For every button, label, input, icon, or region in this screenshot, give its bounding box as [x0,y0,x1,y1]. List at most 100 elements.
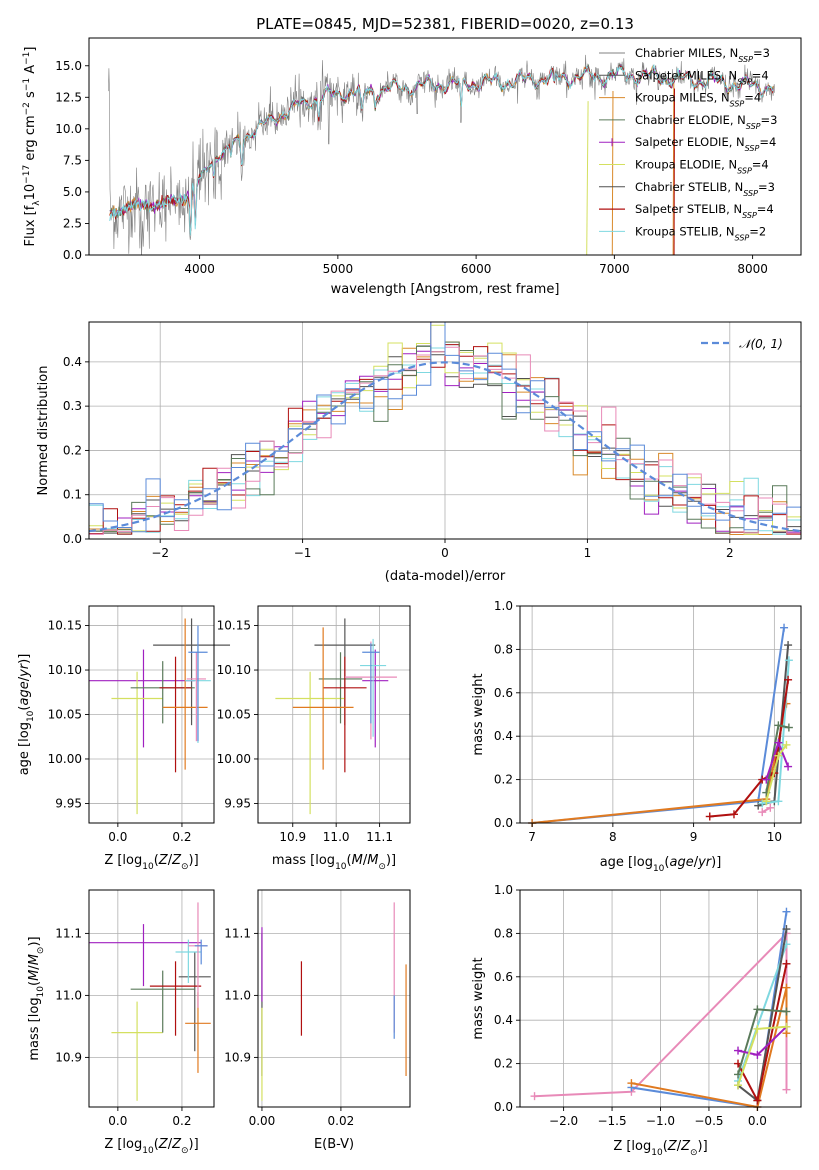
axes-frame: 4000 5000 6000 7000 8000 0.0 2.5 5.0 7.5 10.0 12.5… [22,37,802,297]
errorbar-point [292,627,354,770]
errorbar-point [162,618,208,770]
x-tick-label: 7000 [599,262,630,276]
panel-weight_vs_Z: −2.0 −1.5 −1.0 −0.5 0.0 0.0 0.2 0.4 0.6 0.8 1.0 Z [… [471,883,802,1158]
x-tick-label: 0.0 [748,1114,767,1128]
y-tick-label: 10.05 [48,708,82,722]
legend-entry: Kroupa MILES, NSSP=4 [599,91,761,109]
panel-weight_vs_age: 7 8 9 10 0.0 0.2 0.4 0.6 0.8 1.0 age [log10(age/yr… [471,599,802,874]
spectrum-artifact [672,83,675,255]
x-axis-label: Z [log10(Z/Z⊙)] [104,853,198,872]
y-tick-label: 2.5 [63,216,82,230]
errorbar-point [275,671,345,815]
y-tick-label: 9.95 [55,796,82,810]
spectrum-artifact [611,90,614,255]
y-tick-label: 11.0 [224,988,251,1002]
spectrum-model-line [109,63,774,236]
spectrum-data-line [108,54,775,255]
y-tick-label: 10.15 [217,619,251,633]
axes-frame: 0.0 0.2 10.9 11.0 11.1 Z [log10(Z/Z⊙)] mass [l… [27,889,215,1156]
x-tick-label: 0.0 [108,1114,127,1128]
plot-area [528,623,793,827]
spectrum-lines [108,54,775,255]
x-tick-label: −1.5 [597,1114,626,1128]
x-tick-label: 2 [726,546,734,560]
x-tick-label: −0.5 [694,1114,723,1128]
legend: Chabrier MILES, NSSP=3 Salpeter MILES, NS… [599,46,777,242]
y-tick-label: 0.1 [63,488,82,502]
errorbar-point [194,939,208,965]
errorbar-point [175,939,202,983]
x-tick-label: 0.02 [328,1114,355,1128]
axes-border [257,889,411,1108]
x-tick-label: −1 [294,546,312,560]
errorbar-point [362,649,389,748]
plot-area [89,322,801,535]
y-tick-label: 1.0 [494,883,513,897]
weight-line [761,806,771,813]
legend-label: Salpeter MILES, NSSP=4 [635,68,769,86]
legend-label: Kroupa MILES, NSSP=4 [635,91,761,109]
x-tick-label: 8000 [737,262,768,276]
legend-label: Kroupa ELODIE, NSSP=4 [635,158,769,176]
legend-entry: Kroupa ELODIE, NSSP=4 [599,158,769,176]
y-tick-label: 0.2 [494,773,513,787]
x-tick-label: 10 [767,830,782,844]
x-tick-label: 10.9 [279,830,306,844]
axes-border [88,889,215,1108]
legend: 𝒩(0, 1) [701,337,783,351]
axes-border [519,605,802,824]
panel-age_vs_mass: 10.9 11.0 11.1 9.95 10.00 10.05 10.10 10.15 mass… [217,605,411,872]
axes-frame: 10.9 11.0 11.1 9.95 10.00 10.05 10.10 10.15 mass… [217,605,411,872]
gridlines [520,889,801,1108]
legend-label: Chabrier ELODIE, NSSP=3 [635,113,777,130]
y-tick-label: 0.6 [494,686,513,700]
x-tick-label: 0.0 [108,830,127,844]
weight-line [737,943,788,1082]
plot-area [261,902,407,1101]
axes-frame: −2.0 −1.5 −1.0 −0.5 0.0 0.0 0.2 0.4 0.6 0.8 1.0 Z [… [471,883,802,1158]
axes-frame: 0.0 0.2 9.95 10.00 10.05 10.10 10.15 Z [log10(Z… [17,605,215,872]
x-tick-label: −2.0 [549,1114,578,1128]
y-tick-label: 7.5 [63,153,82,167]
weight-line [532,627,785,824]
plot-area [275,618,397,815]
y-tick-label: 0.0 [494,1100,513,1114]
x-tick-label: 1 [584,546,592,560]
y-tick-label: 10.05 [217,708,251,722]
weight-lines [528,623,793,827]
gridlines [258,890,410,1107]
y-tick-label: 0.2 [63,443,82,457]
y-tick-label: 11.0 [55,988,82,1002]
errorbar-point [362,643,380,724]
y-axis-label: Normed distribution [36,366,51,496]
y-tick-label: 10.9 [55,1050,82,1064]
y-axis-label: mass [log10(M/M⊙)] [27,936,46,1060]
legend-entry: Chabrier ELODIE, NSSP=3 [599,113,777,130]
x-axis-label: Z [log10(Z/Z⊙)] [104,1137,198,1156]
errorbar-point [111,1001,163,1101]
legend-entry: Chabrier STELIB, NSSP=3 [599,180,775,198]
y-tick-label: 0.3 [63,399,82,413]
legend-entry: Salpeter ELODIE, NSSP=4 [599,135,776,153]
x-tick-label: 11.0 [323,830,350,844]
x-tick-label: 0 [441,546,449,560]
x-tick-label: −2 [151,546,169,560]
y-tick-label: 10.10 [217,663,251,677]
gridlines [89,890,214,1107]
y-tick-label: 5.0 [63,185,82,199]
axes-border [88,37,802,256]
legend-entry: Salpeter MILES, NSSP=4 [599,68,769,86]
legend-label: Salpeter STELIB, NSSP=4 [635,202,774,220]
weight-line [737,963,788,1104]
legend-label: Salpeter ELODIE, NSSP=4 [635,135,776,153]
errorbar-point [159,656,192,773]
legend-label: Chabrier STELIB, NSSP=3 [635,180,775,198]
plot-area [108,54,775,255]
x-tick-label: 6000 [461,262,492,276]
legend-entry: Kroupa STELIB, NSSP=2 [599,224,766,242]
x-tick-label: 7 [528,830,536,844]
weight-series [762,738,793,784]
weight-series [762,740,791,806]
y-tick-label: 0.8 [494,926,513,940]
